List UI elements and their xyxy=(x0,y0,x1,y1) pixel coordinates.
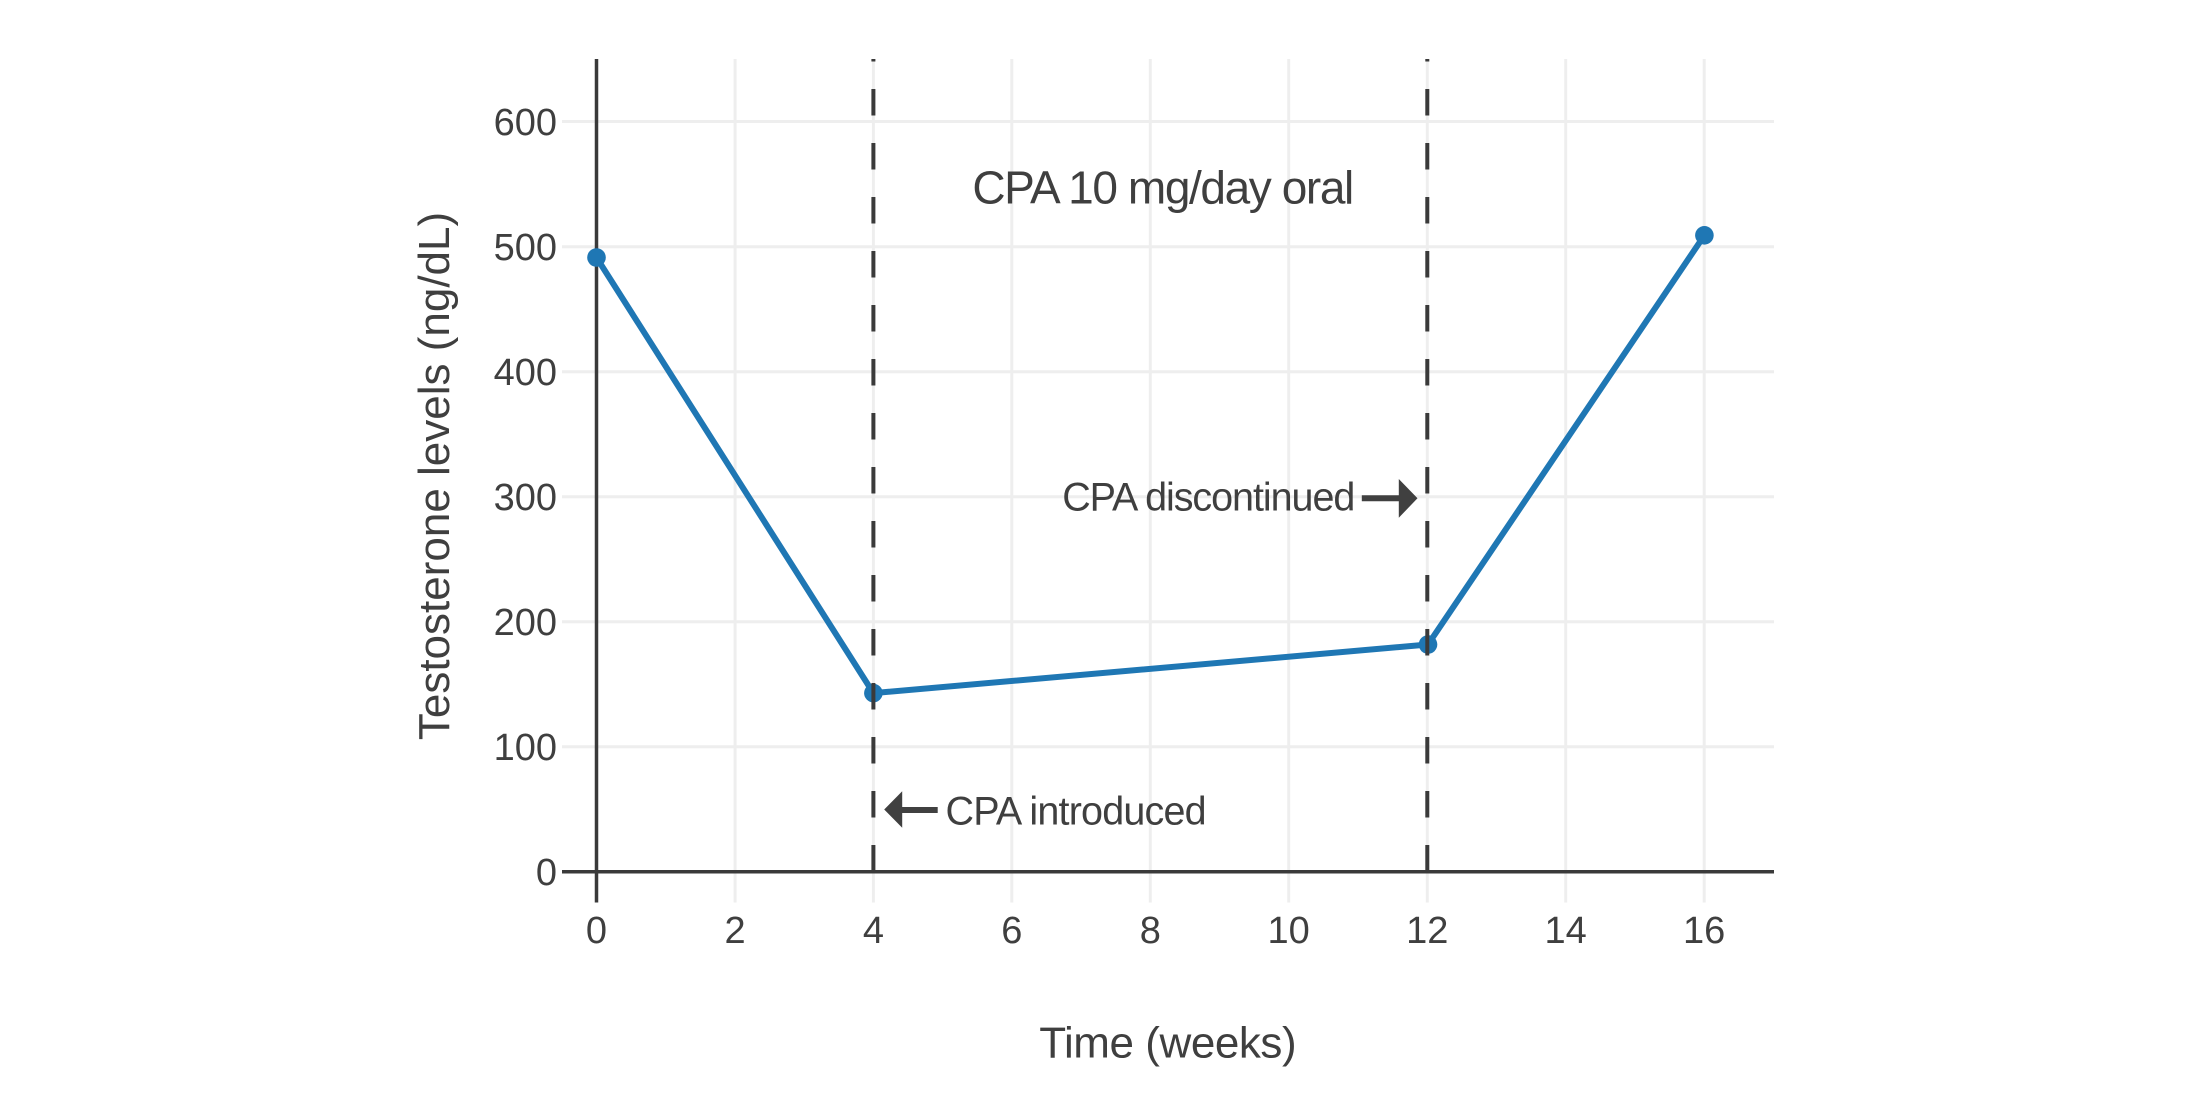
svg-text:6: 6 xyxy=(1001,910,1022,952)
svg-text:8: 8 xyxy=(1140,910,1161,952)
svg-text:4: 4 xyxy=(863,910,884,952)
svg-text:10: 10 xyxy=(1268,910,1310,952)
svg-text:400: 400 xyxy=(494,352,557,394)
svg-text:Testosterone levels (ng/dL): Testosterone levels (ng/dL) xyxy=(410,212,459,740)
svg-text:600: 600 xyxy=(494,102,557,144)
svg-text:2: 2 xyxy=(725,910,746,952)
svg-text:CPA discontinued: CPA discontinued xyxy=(1062,476,1354,520)
svg-text:100: 100 xyxy=(494,727,557,769)
svg-text:CPA introduced: CPA introduced xyxy=(946,790,1206,834)
svg-text:0: 0 xyxy=(586,910,607,952)
svg-text:16: 16 xyxy=(1683,910,1725,952)
svg-text:14: 14 xyxy=(1545,910,1587,952)
svg-text:0: 0 xyxy=(536,852,557,894)
svg-text:500: 500 xyxy=(494,227,557,269)
svg-text:Time (weeks): Time (weeks) xyxy=(1039,1018,1296,1067)
svg-text:12: 12 xyxy=(1406,910,1448,952)
svg-text:300: 300 xyxy=(494,477,557,519)
svg-text:CPA 10 mg/day oral: CPA 10 mg/day oral xyxy=(972,161,1353,213)
svg-text:200: 200 xyxy=(494,602,557,644)
